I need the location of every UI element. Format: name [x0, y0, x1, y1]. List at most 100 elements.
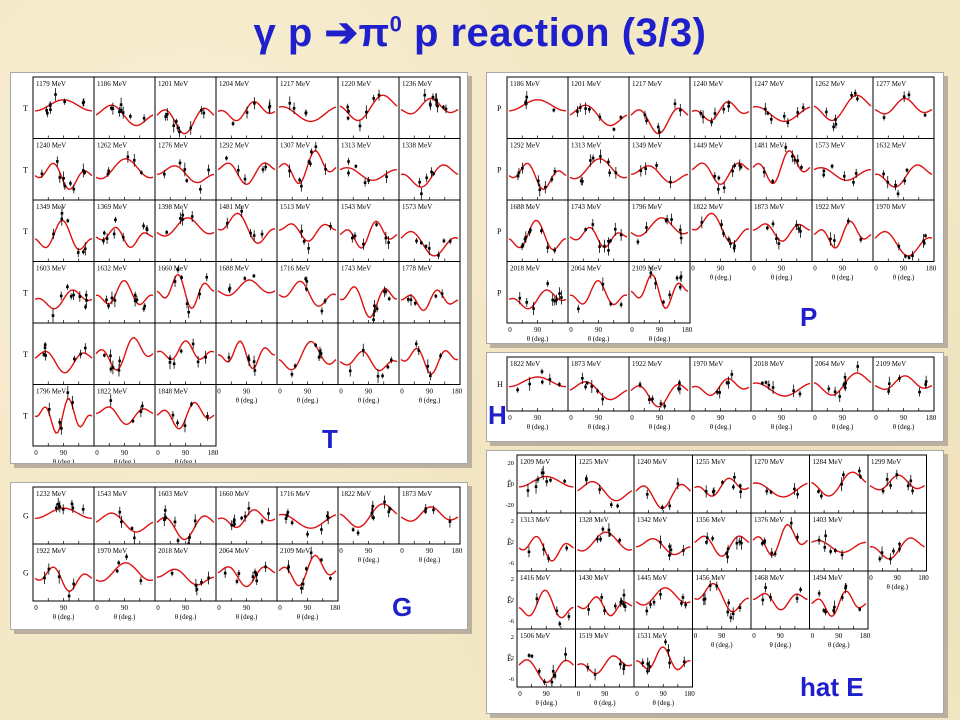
data-point	[288, 169, 291, 173]
data-point	[894, 183, 897, 187]
data-point	[300, 184, 303, 188]
data-point	[711, 537, 714, 540]
data-point	[844, 584, 848, 588]
data-point	[654, 282, 657, 285]
data-point	[142, 307, 146, 311]
energy-label: 1531 MeV	[637, 632, 667, 640]
data-point	[795, 223, 798, 227]
y-tick-label: -20	[505, 502, 514, 509]
subplot-cell: 2064 MeV 0 90θ (deg.)	[567, 261, 630, 343]
theory-curve	[400, 506, 459, 522]
data-point	[409, 298, 413, 302]
data-point	[102, 231, 106, 235]
x-tick-label: 0	[34, 604, 38, 612]
data-point	[370, 511, 374, 515]
data-point	[738, 606, 742, 609]
data-point	[847, 219, 850, 223]
data-point	[609, 503, 613, 506]
data-point	[43, 343, 47, 347]
arrow-icon: ➔	[324, 11, 359, 55]
data-point	[305, 287, 308, 291]
subplot-cell: 1277 MeV	[872, 76, 935, 139]
data-point	[173, 280, 177, 283]
x-axis-label: θ (deg.)	[53, 613, 75, 621]
y-axis-label: T	[23, 288, 28, 297]
energy-label: 1416 MeV	[520, 574, 550, 582]
energy-label: 1292 MeV	[219, 142, 249, 150]
data-point	[824, 534, 827, 538]
data-point	[623, 605, 627, 608]
data-point	[832, 125, 835, 129]
energy-label: 2064 MeV	[815, 360, 845, 368]
data-point	[423, 93, 427, 97]
data-point	[700, 221, 704, 224]
subplot-cell: 1573 MeV	[398, 199, 461, 262]
data-point	[668, 554, 671, 557]
energy-label: 2018 MeV	[510, 265, 540, 273]
energy-label: 1688 MeV	[510, 203, 540, 211]
subplot-cell	[154, 322, 217, 385]
x-axis-label: θ (deg.)	[527, 335, 549, 343]
subplot-cell: 1201 MeV	[154, 76, 217, 139]
data-point	[302, 240, 306, 243]
data-point	[705, 536, 709, 540]
data-point	[732, 246, 736, 250]
data-point	[301, 582, 305, 586]
data-point	[645, 226, 648, 229]
theory-curve	[752, 106, 811, 123]
data-point	[119, 108, 123, 112]
x-tick-label: 0	[577, 690, 581, 698]
data-point	[43, 346, 47, 350]
theory-curve	[811, 590, 867, 618]
data-point	[669, 548, 673, 552]
subplot-cell: 1449 MeV	[689, 138, 752, 201]
energy-label: 1481 MeV	[754, 142, 784, 150]
y-axis-label: Ê	[507, 537, 512, 547]
theory-curve	[752, 592, 808, 611]
x-tick-label: 0	[630, 326, 634, 334]
theory-curve	[278, 223, 337, 242]
data-point	[729, 616, 733, 619]
energy-label: 1220 MeV	[341, 80, 371, 88]
data-point	[351, 236, 354, 240]
data-point	[646, 669, 649, 673]
data-point	[712, 490, 716, 493]
energy-label: 1796 MeV	[36, 388, 66, 396]
data-point	[887, 382, 891, 386]
data-point	[852, 181, 855, 184]
data-point	[105, 298, 108, 302]
energy-label: 1660 MeV	[219, 490, 249, 498]
data-point	[832, 609, 835, 612]
subplot-frame	[398, 76, 461, 139]
data-point	[786, 121, 790, 125]
data-point	[143, 304, 147, 308]
data-point	[55, 506, 58, 510]
data-point	[856, 365, 860, 368]
x-tick-label: 0	[813, 414, 817, 422]
data-point	[195, 588, 199, 591]
data-point	[300, 229, 303, 233]
data-point	[564, 653, 567, 656]
data-point	[58, 176, 62, 179]
data-point	[285, 514, 289, 517]
x-tick-label: 180	[682, 326, 693, 334]
subplot-cell: T	[23, 322, 95, 385]
data-point	[838, 395, 842, 398]
subplot-frame	[628, 138, 691, 201]
data-point	[372, 318, 375, 321]
data-point	[69, 182, 72, 185]
subplot-cell: 1430 MeV	[575, 570, 635, 630]
data-point	[347, 171, 350, 175]
data-point	[645, 493, 649, 496]
data-point	[616, 504, 619, 508]
subplot-cell: 1778 MeV	[398, 261, 461, 324]
x-tick-label: 90	[601, 690, 609, 698]
data-point	[793, 487, 796, 491]
data-point	[704, 490, 708, 493]
x-tick-label: 0	[752, 265, 756, 273]
x-tick-label: 90	[365, 547, 373, 555]
data-point	[668, 545, 671, 548]
subplot-frame	[867, 454, 927, 514]
theory-curve	[813, 166, 872, 182]
data-point	[172, 362, 176, 366]
